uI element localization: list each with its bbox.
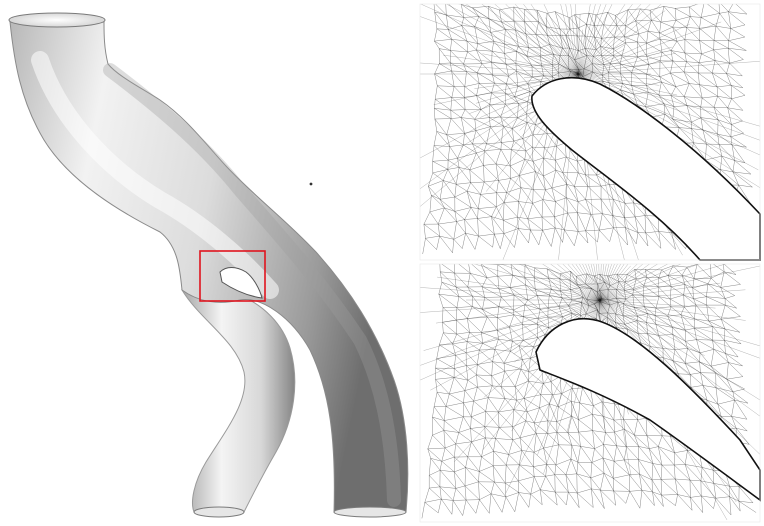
bifurcation-gap xyxy=(219,267,263,299)
vessel-shading xyxy=(103,63,401,507)
mesh-detail-bottom-panel xyxy=(419,263,761,523)
vessel-left-branch xyxy=(181,289,296,513)
vessel-left-outlet xyxy=(193,506,245,518)
stray-point xyxy=(309,182,313,186)
vessel-highlight xyxy=(31,51,279,299)
vessel-trunk xyxy=(9,21,409,513)
vessel-render-panel xyxy=(8,12,409,518)
mesh-edges xyxy=(421,264,757,519)
highlight-box xyxy=(199,250,266,302)
mesh-detail-top-panel xyxy=(419,3,761,261)
vessel-top-opening xyxy=(8,12,106,28)
vessel-right-outlet xyxy=(333,506,407,518)
